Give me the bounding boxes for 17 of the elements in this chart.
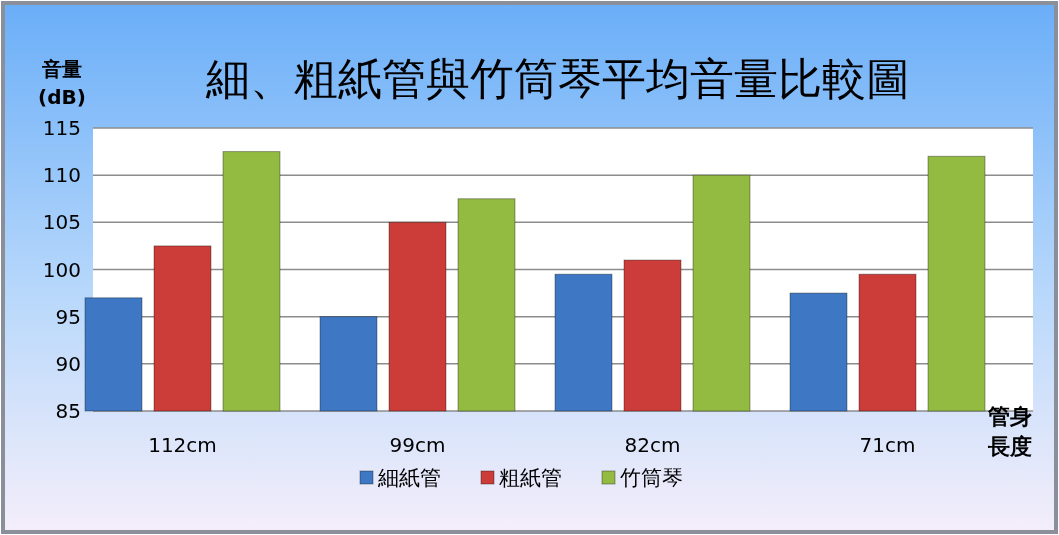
y-tick-label: 85 [55,399,81,423]
y-tick-label: 90 [55,351,81,376]
x-tick-label: 99cm [389,433,446,457]
legend-label: 粗紙管 [499,466,562,490]
legend-label: 細紙管 [377,466,441,490]
x-tick-label: 82cm [624,433,681,457]
x-axis-title: 管身長度 [987,404,1032,459]
y-tick-label: 115 [42,116,81,140]
y-tick-label: 100 [42,257,81,282]
y-tick-label: 95 [55,304,81,329]
y-tick-label: 110 [42,163,81,188]
chart-title: 細、粗紙管與竹筒琴平均音量比較圖 [205,53,910,104]
y-axis-title: 音量 (dB) [38,57,86,109]
legend-label: 竹筒琴 [620,466,683,490]
x-tick-label: 112cm [148,433,217,457]
x-tick-label: 71cm [859,433,916,457]
y-tick-label: 105 [42,210,81,235]
